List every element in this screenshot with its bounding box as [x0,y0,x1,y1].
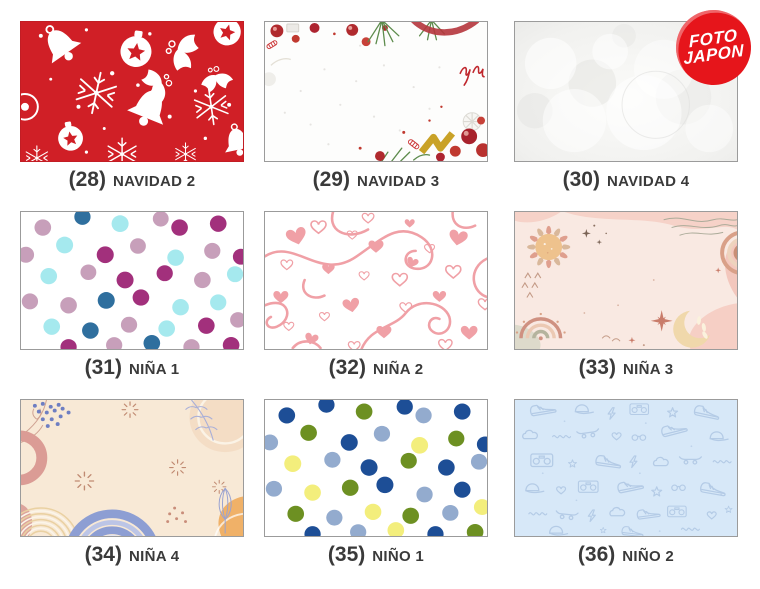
card-name: NIÑA 1 [128,361,180,378]
card-label: (33) NIÑA 3 [514,356,738,380]
card-label: (28) NAVIDAD 2 [20,168,244,192]
card-label: (36) NIÑO 2 [514,543,738,567]
card-number: (31) [84,356,122,379]
card-name: NAVIDAD 3 [356,173,440,190]
card-number: (34) [84,543,122,566]
card-number: (33) [578,356,616,379]
card-label: (30) NAVIDAD 4 [514,168,738,192]
card-name: NIÑA 3 [622,361,674,378]
card-name: NAVIDAD 2 [112,173,196,190]
card-nina-1: (31) NIÑA 1 [20,211,244,380]
card-navidad-3: (29) NAVIDAD 3 [264,21,488,192]
card-name: NIÑO 1 [372,548,425,565]
card-number: (35) [327,543,366,566]
pattern-thumbnail-navidad-2 [20,21,244,162]
card-label: (35) NIÑO 1 [264,543,488,567]
pattern-thumbnail-nino-2 [514,399,738,537]
card-navidad-4: (30) NAVIDAD 4 [514,21,738,192]
card-name: NAVIDAD 4 [606,173,690,190]
pattern-thumbnail-nino-1 [264,399,488,537]
card-number: (36) [577,543,616,566]
card-label: (32) NIÑA 2 [264,356,488,380]
card-label: (31) NIÑA 1 [20,356,244,380]
card-label: (29) NAVIDAD 3 [264,168,488,192]
card-label: (34) NIÑA 4 [20,543,244,567]
card-nino-2: (36) NIÑO 2 [514,399,738,567]
pattern-thumbnail-nina-2 [264,211,488,350]
pattern-thumbnail-nina-3 [514,211,738,350]
logo-line-2: JAPON [683,41,745,69]
pattern-thumbnail-navidad-3 [264,21,488,162]
card-number: (29) [312,168,350,191]
card-name: NIÑA 4 [128,548,180,565]
card-number: (28) [68,168,106,191]
card-number: (32) [328,356,366,379]
card-nina-3: (33) NIÑA 3 [514,211,738,380]
card-number: (30) [562,168,600,191]
pattern-thumbnail-navidad-4 [514,21,738,162]
card-nina-2: (32) NIÑA 2 [264,211,488,380]
pattern-thumbnail-nina-1 [20,211,244,350]
card-nina-4: (34) NIÑA 4 [20,399,244,567]
card-navidad-2: (28) NAVIDAD 2 [20,21,244,192]
foto-japon-logo-text: FOTO JAPON [683,26,745,69]
card-name: NIÑA 2 [372,361,424,378]
card-name: NIÑO 2 [622,548,675,565]
card-nino-1: (35) NIÑO 1 [264,399,488,567]
pattern-thumbnail-nina-4 [20,399,244,537]
